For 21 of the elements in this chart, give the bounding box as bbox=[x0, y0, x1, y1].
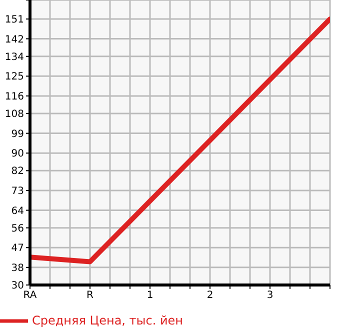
y-tick-label: 116 bbox=[4, 91, 24, 102]
x-tick-label: RA bbox=[23, 290, 37, 302]
y-tick-label: 99 bbox=[11, 128, 24, 140]
y-tick-label: 151 bbox=[4, 14, 24, 26]
y-tick-label: 125 bbox=[4, 72, 24, 83]
y-tick-label: 64 bbox=[11, 206, 24, 217]
y-tick-label: 30 bbox=[11, 280, 24, 292]
x-tick-label: 1 bbox=[146, 290, 154, 302]
y-tick-label: 90 bbox=[11, 148, 24, 160]
y-tick-label: 56 bbox=[11, 223, 24, 234]
y-tick-label: 73 bbox=[11, 186, 24, 198]
y-tick-label: 38 bbox=[11, 262, 24, 274]
y-tick-label: 134 bbox=[4, 52, 24, 63]
y-tick-label: 142 bbox=[4, 34, 24, 46]
x-tick-label: 3 bbox=[266, 290, 274, 302]
x-tick-label: R bbox=[86, 290, 94, 302]
y-tick-label: 82 bbox=[11, 166, 24, 178]
y-tick-label: 47 bbox=[11, 243, 24, 254]
x-tick-label: 2 bbox=[206, 290, 214, 302]
y-tick-label: 108 bbox=[4, 109, 24, 120]
legend-label: Средняя Цена, тыс. йен bbox=[32, 313, 184, 328]
